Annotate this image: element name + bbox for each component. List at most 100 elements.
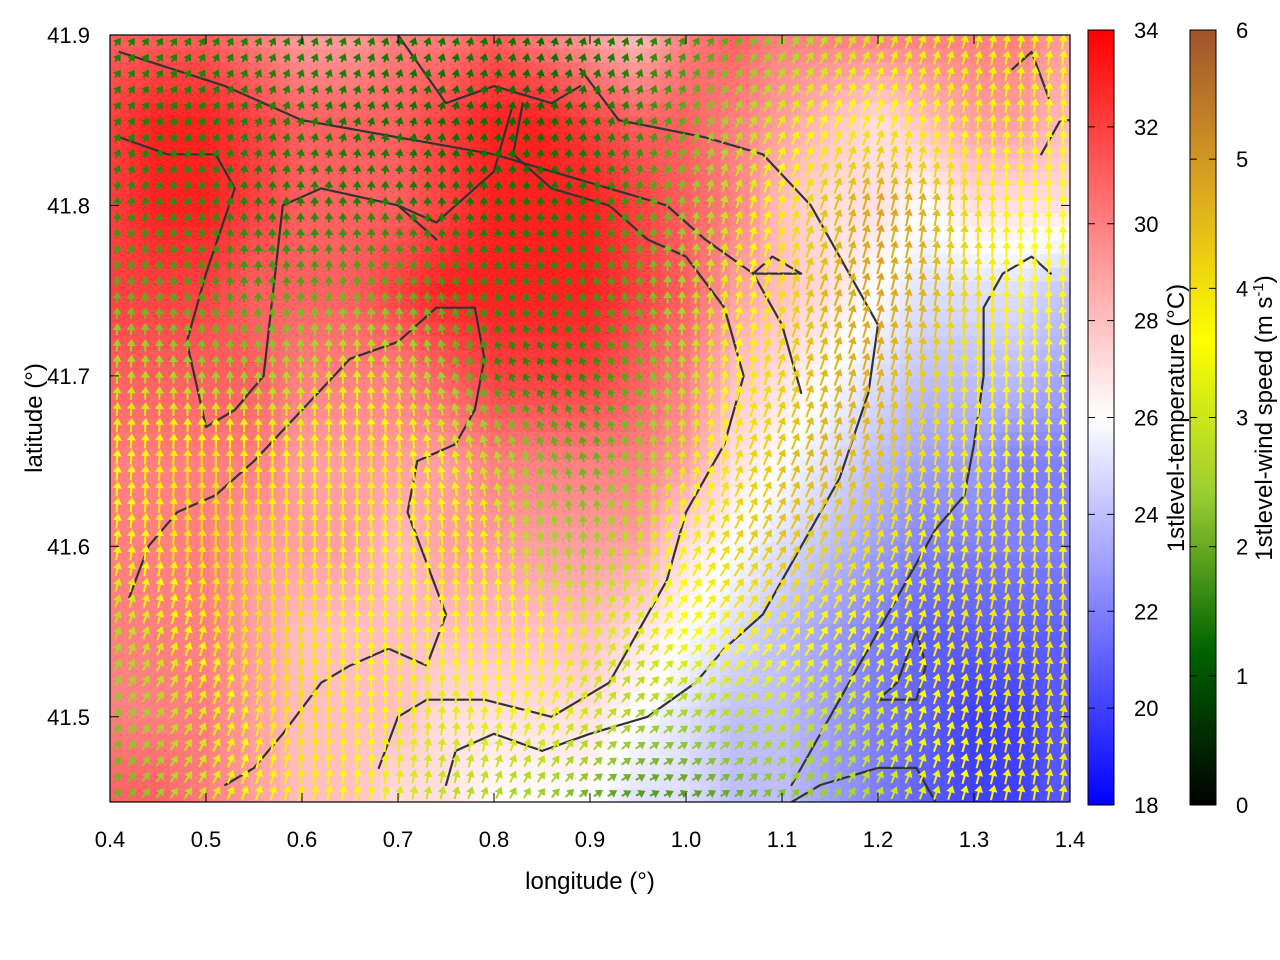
heatmap-cell bbox=[510, 281, 521, 296]
heatmap-cell bbox=[870, 267, 881, 283]
heatmap-cell bbox=[650, 445, 661, 461]
heatmap-cell bbox=[880, 267, 891, 283]
heatmap-cell bbox=[630, 158, 641, 173]
heatmap-cell bbox=[880, 89, 891, 105]
heatmap-cell bbox=[180, 199, 191, 214]
heatmap-cell bbox=[830, 76, 841, 91]
heatmap-cell bbox=[540, 267, 551, 283]
heatmap-cell bbox=[1000, 35, 1011, 50]
heatmap-cell bbox=[370, 281, 381, 296]
heatmap-cell bbox=[740, 48, 751, 63]
heatmap-cell bbox=[780, 199, 791, 214]
heatmap-cell bbox=[390, 117, 401, 132]
heatmap-cell bbox=[980, 322, 991, 337]
heatmap-cell bbox=[440, 213, 451, 228]
heatmap-cell bbox=[400, 377, 411, 392]
heatmap-cell bbox=[790, 117, 801, 132]
heatmap-cell bbox=[780, 158, 791, 173]
heatmap-cell bbox=[680, 103, 691, 118]
heatmap-cell bbox=[260, 103, 271, 118]
heatmap-cell bbox=[510, 89, 521, 105]
heatmap-cell bbox=[270, 171, 281, 187]
heatmap-cell bbox=[110, 144, 121, 159]
heatmap-cell bbox=[600, 158, 611, 173]
heatmap-cell bbox=[610, 199, 621, 214]
heatmap-cell bbox=[110, 254, 121, 269]
heatmap-cell bbox=[180, 171, 191, 187]
heatmap-cell bbox=[240, 213, 251, 228]
heatmap-cell bbox=[520, 582, 531, 598]
heatmap-cell bbox=[340, 254, 351, 269]
heatmap-cell bbox=[170, 254, 181, 269]
heatmap-cell bbox=[260, 130, 271, 146]
heatmap-cell bbox=[910, 117, 921, 132]
heatmap-cell bbox=[340, 281, 351, 296]
heatmap-cell bbox=[600, 199, 611, 214]
heatmap-cell bbox=[460, 171, 471, 187]
heatmap-cell bbox=[670, 171, 681, 187]
heatmap-cell bbox=[500, 158, 511, 173]
heatmap-cell bbox=[460, 226, 471, 242]
heatmap-cell bbox=[890, 240, 901, 255]
heatmap-cell bbox=[640, 350, 651, 365]
heatmap-cell bbox=[360, 144, 371, 159]
heatmap-cell bbox=[260, 418, 271, 433]
heatmap-cell bbox=[250, 158, 261, 173]
heatmap-cell bbox=[810, 158, 821, 173]
heatmap-cell bbox=[790, 171, 801, 187]
heatmap-cell bbox=[340, 240, 351, 255]
heatmap-cell bbox=[450, 158, 461, 173]
heatmap-cell bbox=[590, 76, 601, 91]
heatmap-cell bbox=[460, 117, 471, 132]
heatmap-cell bbox=[980, 213, 991, 228]
heatmap-cell bbox=[890, 35, 901, 50]
heatmap-cell bbox=[290, 267, 301, 283]
heatmap-cell bbox=[560, 48, 571, 63]
heatmap-cell bbox=[550, 76, 561, 91]
heatmap-cell bbox=[130, 240, 141, 255]
heatmap-cell bbox=[270, 103, 281, 118]
heatmap-cell bbox=[550, 199, 561, 214]
heatmap-cell bbox=[400, 281, 411, 296]
heatmap-cell bbox=[260, 185, 271, 200]
heatmap-cell bbox=[530, 254, 541, 269]
heatmap-cell bbox=[700, 706, 711, 721]
heatmap-cell bbox=[190, 89, 201, 105]
heatmap-cell bbox=[360, 158, 371, 173]
heatmap-cell bbox=[260, 254, 271, 269]
heatmap-cell bbox=[1010, 555, 1021, 570]
heatmap-cell bbox=[420, 48, 431, 63]
heatmap-cell bbox=[950, 171, 961, 187]
heatmap-cell bbox=[940, 76, 951, 91]
heatmap-cell bbox=[650, 76, 661, 91]
heatmap-cell bbox=[980, 158, 991, 173]
heatmap-cell bbox=[820, 226, 831, 242]
heatmap-cell bbox=[530, 281, 541, 296]
heatmap-cell bbox=[680, 76, 691, 91]
heatmap-cell bbox=[440, 171, 451, 187]
heatmap-cell bbox=[740, 391, 751, 406]
heatmap-cell bbox=[980, 48, 991, 63]
heatmap-cell bbox=[360, 35, 371, 50]
heatmap-cell bbox=[480, 213, 491, 228]
heatmap-cell bbox=[220, 103, 231, 118]
heatmap-cell bbox=[400, 48, 411, 63]
heatmap-cell bbox=[960, 89, 971, 105]
heatmap-cell bbox=[640, 48, 651, 63]
heatmap-cell bbox=[600, 117, 611, 132]
heatmap-cell bbox=[220, 158, 231, 173]
heatmap-cell bbox=[590, 62, 601, 77]
heatmap-cell bbox=[430, 185, 441, 200]
heatmap-cell bbox=[250, 171, 261, 187]
temperature-heatmap bbox=[110, 35, 1070, 802]
heatmap-cell bbox=[810, 117, 821, 132]
heatmap-cell bbox=[260, 117, 271, 132]
heatmap-cell bbox=[440, 144, 451, 159]
heatmap-cell bbox=[880, 48, 891, 63]
heatmap-cell bbox=[670, 185, 681, 200]
heatmap-cell bbox=[120, 130, 131, 146]
heatmap-cell bbox=[490, 199, 501, 214]
heatmap-cell bbox=[170, 185, 181, 200]
heatmap-cell bbox=[850, 199, 861, 214]
heatmap-cell bbox=[1040, 171, 1051, 187]
